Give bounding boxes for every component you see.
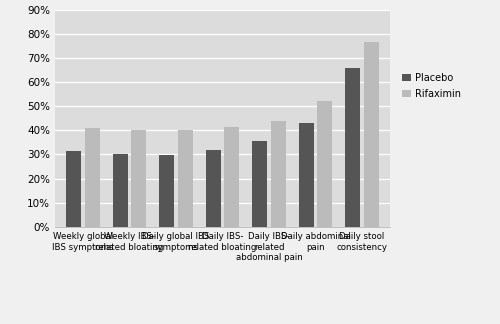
Bar: [85, 128, 100, 227]
Bar: [206, 150, 220, 227]
Bar: [252, 141, 267, 227]
Bar: [132, 130, 146, 227]
Legend: Placebo, Rifaximin: Placebo, Rifaximin: [398, 69, 464, 102]
Bar: [318, 101, 332, 227]
Bar: [178, 130, 192, 227]
Bar: [66, 151, 81, 227]
Bar: [112, 155, 128, 227]
Bar: [271, 121, 286, 227]
Bar: [346, 68, 360, 227]
Bar: [299, 123, 314, 227]
Bar: [159, 155, 174, 227]
Bar: [224, 127, 240, 227]
Bar: [364, 42, 379, 227]
